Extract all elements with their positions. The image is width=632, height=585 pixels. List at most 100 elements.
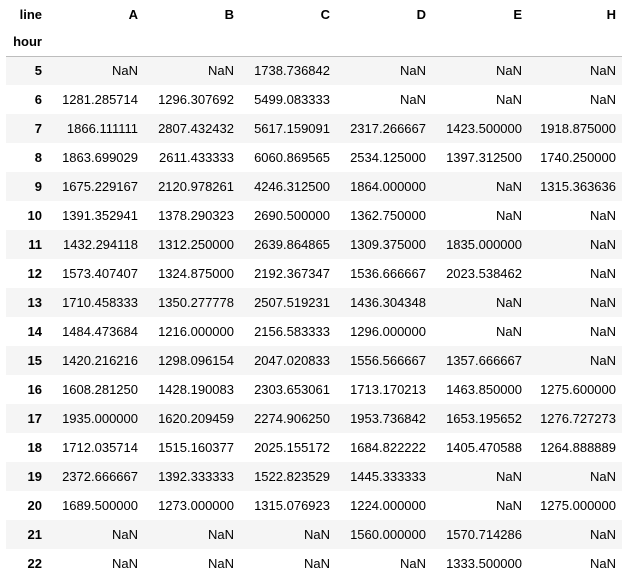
cell-a: NaN	[111, 556, 138, 571]
row-index-cell: 22	[27, 556, 42, 571]
cell-c: 2274.906250	[254, 411, 330, 426]
empty-header-cell	[528, 28, 622, 56]
cell-a: 1391.352941	[62, 208, 138, 223]
cell-a: 1712.035714	[62, 440, 138, 455]
row-index-cell: 7	[34, 121, 42, 136]
cell-c: 2507.519231	[254, 295, 330, 310]
cell-d: NaN	[399, 63, 426, 79]
cell-b: 2611.433333	[159, 150, 234, 165]
cell-a: 1281.285714	[62, 92, 138, 107]
cell-c: 2303.653061	[254, 382, 330, 397]
cell-d: 1362.750000	[350, 208, 426, 223]
row-index-cell: 15	[27, 353, 42, 368]
column-header-d: D	[416, 6, 426, 22]
cell-b: 1312.250000	[158, 237, 234, 252]
cell-d: 1560.000000	[350, 527, 426, 542]
cell-c: 2690.500000	[254, 208, 330, 223]
cell-e: NaN	[495, 469, 522, 484]
table-row: 11 1432.294118 1312.250000 2639.864865 1309.…	[6, 230, 622, 259]
cell-c: 5499.083333	[254, 92, 330, 107]
cell-a: 1689.500000	[62, 498, 138, 513]
cell-c: 2047.020833	[254, 353, 330, 368]
cell-c: 2639.864865	[254, 237, 330, 252]
cell-h: NaN	[589, 92, 616, 107]
column-header-c: C	[320, 6, 330, 22]
cell-e: 1835.000000	[446, 237, 522, 252]
cell-a: NaN	[111, 527, 138, 542]
cell-h: NaN	[589, 527, 616, 542]
cell-b: 1324.875000	[158, 266, 234, 281]
cell-c: NaN	[303, 556, 330, 571]
cell-h: 1276.727273	[540, 411, 616, 426]
cell-d: 1309.375000	[350, 237, 426, 252]
table-row: 22 NaN NaN NaN NaN 1333.500000 NaN	[6, 549, 622, 578]
cell-e: 1397.312500	[446, 150, 522, 165]
row-index-cell: 14	[27, 324, 42, 339]
cell-e: NaN	[495, 295, 522, 310]
cell-c: 2025.155172	[254, 440, 330, 455]
empty-header-cell	[432, 28, 528, 56]
table-row: 10 1391.352941 1378.290323 2690.500000 1362.…	[6, 201, 622, 230]
row-index-cell: 12	[27, 266, 42, 281]
index-name-row: hour	[6, 28, 622, 56]
cell-e: NaN	[495, 179, 522, 194]
row-index-cell: 17	[27, 411, 42, 426]
cell-b: NaN	[207, 556, 234, 571]
row-index-cell: 8	[34, 150, 42, 165]
cell-e: NaN	[495, 63, 522, 79]
row-index-cell: 11	[28, 237, 42, 252]
cell-d: 1436.304348	[350, 295, 426, 310]
table-row: 18 1712.035714 1515.160377 2025.155172 1684.…	[6, 433, 622, 462]
cell-h: NaN	[589, 208, 616, 223]
cell-h: 1315.363636	[540, 179, 616, 194]
row-index-cell: 9	[34, 179, 42, 194]
dataframe-table: line A B C D E H hour 5 NaN NaN 1738.736842…	[6, 0, 622, 578]
cell-h: 1740.250000	[540, 150, 616, 165]
cell-h: NaN	[589, 295, 616, 310]
empty-header-cell	[240, 28, 336, 56]
cell-c: 1315.076923	[254, 498, 330, 513]
cell-e: 1405.470588	[446, 440, 522, 455]
cell-b: 1515.160377	[158, 440, 234, 455]
cell-e: NaN	[495, 208, 522, 223]
row-index-cell: 21	[27, 527, 42, 542]
cell-h: NaN	[589, 324, 616, 339]
cell-e: 1357.666667	[446, 353, 522, 368]
cell-h: NaN	[589, 469, 616, 484]
row-index-cell: 10	[27, 208, 42, 223]
cell-a: 1573.407407	[62, 266, 138, 281]
cell-c: NaN	[303, 527, 330, 542]
cell-d: 2317.266667	[350, 121, 426, 136]
table-row: 5 NaN NaN 1738.736842 NaN NaN NaN	[6, 56, 622, 85]
cell-c: 5617.159091	[254, 121, 330, 136]
cell-a: 1484.473684	[62, 324, 138, 339]
cell-e: 1333.500000	[446, 556, 522, 571]
cell-b: 1392.333333	[158, 469, 234, 484]
table-header: line A B C D E H hour	[6, 0, 622, 56]
cell-e: 1423.500000	[446, 121, 522, 136]
row-index-cell: 13	[27, 295, 42, 310]
cell-d: 1445.333333	[350, 469, 426, 484]
cell-e: NaN	[495, 324, 522, 339]
cell-d: 1684.822222	[350, 440, 426, 455]
cell-b: 2120.978261	[158, 179, 234, 194]
cell-e: 1653.195652	[446, 411, 522, 426]
row-index-cell: 20	[27, 498, 42, 513]
cell-h: NaN	[589, 266, 616, 281]
columns-name-label: line	[19, 6, 42, 22]
table-row: 16 1608.281250 1428.190083 2303.653061 1713.…	[6, 375, 622, 404]
table-row: 12 1573.407407 1324.875000 2192.367347 1536.…	[6, 259, 622, 288]
cell-c: 1738.736842	[254, 63, 330, 79]
cell-a: 2372.666667	[62, 469, 138, 484]
cell-h: 1275.000000	[540, 498, 616, 513]
cell-h: 1918.875000	[540, 121, 616, 136]
table-row: 14 1484.473684 1216.000000 2156.583333 1296.…	[6, 317, 622, 346]
cell-a: 1710.458333	[62, 295, 138, 310]
table-row: 6 1281.285714 1296.307692 5499.083333 NaN NaN…	[6, 85, 622, 114]
cell-d: 1536.666667	[350, 266, 426, 281]
cell-h: NaN	[589, 63, 616, 79]
cell-b: 1428.190083	[158, 382, 234, 397]
table-row: 7 1866.111111 2807.432432 5617.159091 2317.2…	[6, 114, 622, 143]
cell-d: 1864.000000	[350, 179, 426, 194]
cell-b: 2807.432432	[158, 121, 234, 136]
